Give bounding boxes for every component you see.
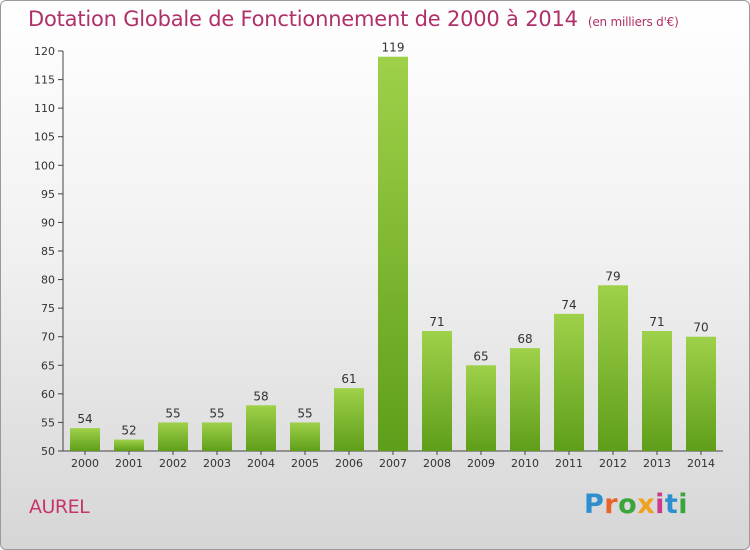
bar-value-label: 68 (517, 332, 532, 346)
y-tick-label: 60 (41, 388, 55, 401)
logo-letter: t (664, 489, 679, 520)
bar-value-label: 55 (165, 406, 180, 420)
chart-title: Dotation Globale de Fonctionnement de 20… (28, 7, 679, 31)
bar (554, 313, 584, 451)
x-tick-label: 2004 (247, 457, 275, 470)
x-tick-label: 2013 (643, 457, 671, 470)
logo-letter: o (618, 489, 638, 520)
bar-value-label: 70 (693, 321, 708, 335)
bar-value-label: 71 (429, 315, 444, 329)
bar-value-label: 79 (605, 269, 620, 283)
bar (466, 365, 496, 451)
bar-value-label: 74 (561, 298, 576, 312)
bar (246, 405, 276, 451)
bar-value-label: 54 (77, 412, 92, 426)
logo-letter: i (678, 489, 689, 520)
x-tick-label: 2006 (335, 457, 363, 470)
bar-value-label: 52 (121, 424, 136, 438)
bar (510, 348, 540, 451)
logo-letter: i (655, 489, 665, 520)
x-tick-label: 2001 (115, 457, 143, 470)
y-tick-label: 80 (41, 274, 55, 287)
x-tick-label: 2008 (423, 457, 451, 470)
unit-note: (en milliers d'€) (587, 15, 679, 29)
y-tick-label: 50 (41, 445, 55, 458)
bar (686, 336, 716, 451)
bar (422, 331, 452, 451)
bar (598, 285, 628, 451)
x-tick-label: 2005 (291, 457, 319, 470)
proxiti-logo: Proxiti (584, 489, 688, 520)
y-tick-label: 120 (34, 45, 55, 58)
bar-value-label: 58 (253, 389, 268, 403)
commune-name: AUREL (29, 496, 90, 518)
x-tick-label: 2011 (555, 457, 583, 470)
y-tick-label: 105 (34, 131, 55, 144)
y-tick-label: 75 (41, 302, 55, 315)
bar-value-label: 119 (382, 41, 405, 55)
y-tick-label: 55 (41, 416, 55, 429)
y-tick-label: 70 (41, 331, 55, 344)
title-text: Dotation Globale de Fonctionnement de 20… (28, 7, 578, 31)
bar-value-label: 55 (297, 406, 312, 420)
x-tick-label: 2010 (511, 457, 539, 470)
bar (114, 439, 144, 451)
bar (290, 422, 320, 451)
x-tick-label: 2002 (159, 457, 187, 470)
axes: 50 55 60 65 70 75 80 85 90 95 100 105 110 115 120 2000 2… (34, 45, 723, 470)
bars: 54 52 55 55 58 55 61 119 71 65 68 74 79 71 70 (70, 41, 716, 451)
y-tick-label: 95 (41, 188, 55, 201)
x-tick-label: 2007 (379, 457, 407, 470)
bar (202, 422, 232, 451)
y-tick-label: 110 (34, 102, 55, 115)
logo-letter: x (637, 489, 656, 520)
bar-value-label: 71 (649, 315, 664, 329)
bar (70, 428, 100, 451)
bar-value-label: 61 (341, 372, 356, 386)
logo-letter: P (584, 489, 605, 520)
x-tick-label: 2000 (71, 457, 99, 470)
bar (378, 56, 408, 451)
y-tick-label: 90 (41, 216, 55, 229)
bar-value-label: 65 (473, 349, 488, 363)
bar (642, 331, 672, 451)
y-tick-label: 115 (34, 74, 55, 87)
logo-letter: r (604, 489, 619, 520)
x-tick-label: 2014 (687, 457, 715, 470)
x-tick-label: 2012 (599, 457, 627, 470)
y-tick-label: 100 (34, 159, 55, 172)
bar (334, 388, 364, 451)
x-tick-label: 2009 (467, 457, 495, 470)
y-tick-label: 85 (41, 245, 55, 258)
y-tick-label: 65 (41, 359, 55, 372)
bar (158, 422, 188, 451)
x-tick-label: 2003 (203, 457, 231, 470)
bar-value-label: 55 (209, 406, 224, 420)
